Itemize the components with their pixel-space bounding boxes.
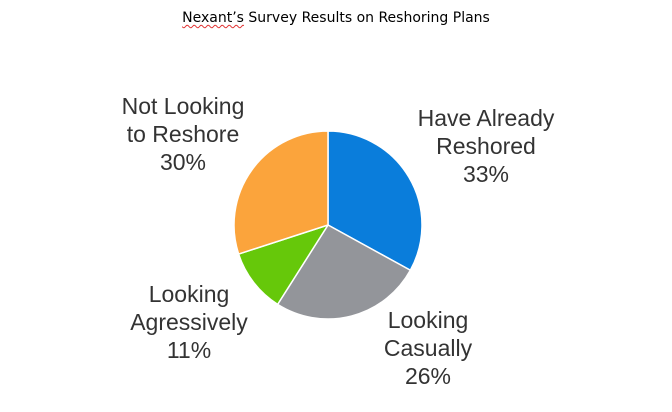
chart-title-rest: Survey Results on Reshoring Plans [243,10,490,26]
chart-title: Nexant’s Survey Results on Reshoring Pla… [0,10,672,26]
slice-label-looking-casually: Looking Casually 26% [383,307,473,389]
pie-slice-looking-agressively [237,224,329,306]
chart-title-brand: Nexant’s [182,10,244,26]
slice-label-not-looking-to-reshore: Not Looking to Reshore 30% [121,93,245,175]
slice-label-have-already-reshored: Have Already Reshored 33% [417,105,555,187]
pie-slice-have-already-reshored [327,130,423,272]
slice-label-looking-agressively: Looking Agressively 11% [130,281,248,363]
pie-slice-looking-casually [276,224,412,320]
pie-slice-not-looking-to-reshore [233,130,329,255]
